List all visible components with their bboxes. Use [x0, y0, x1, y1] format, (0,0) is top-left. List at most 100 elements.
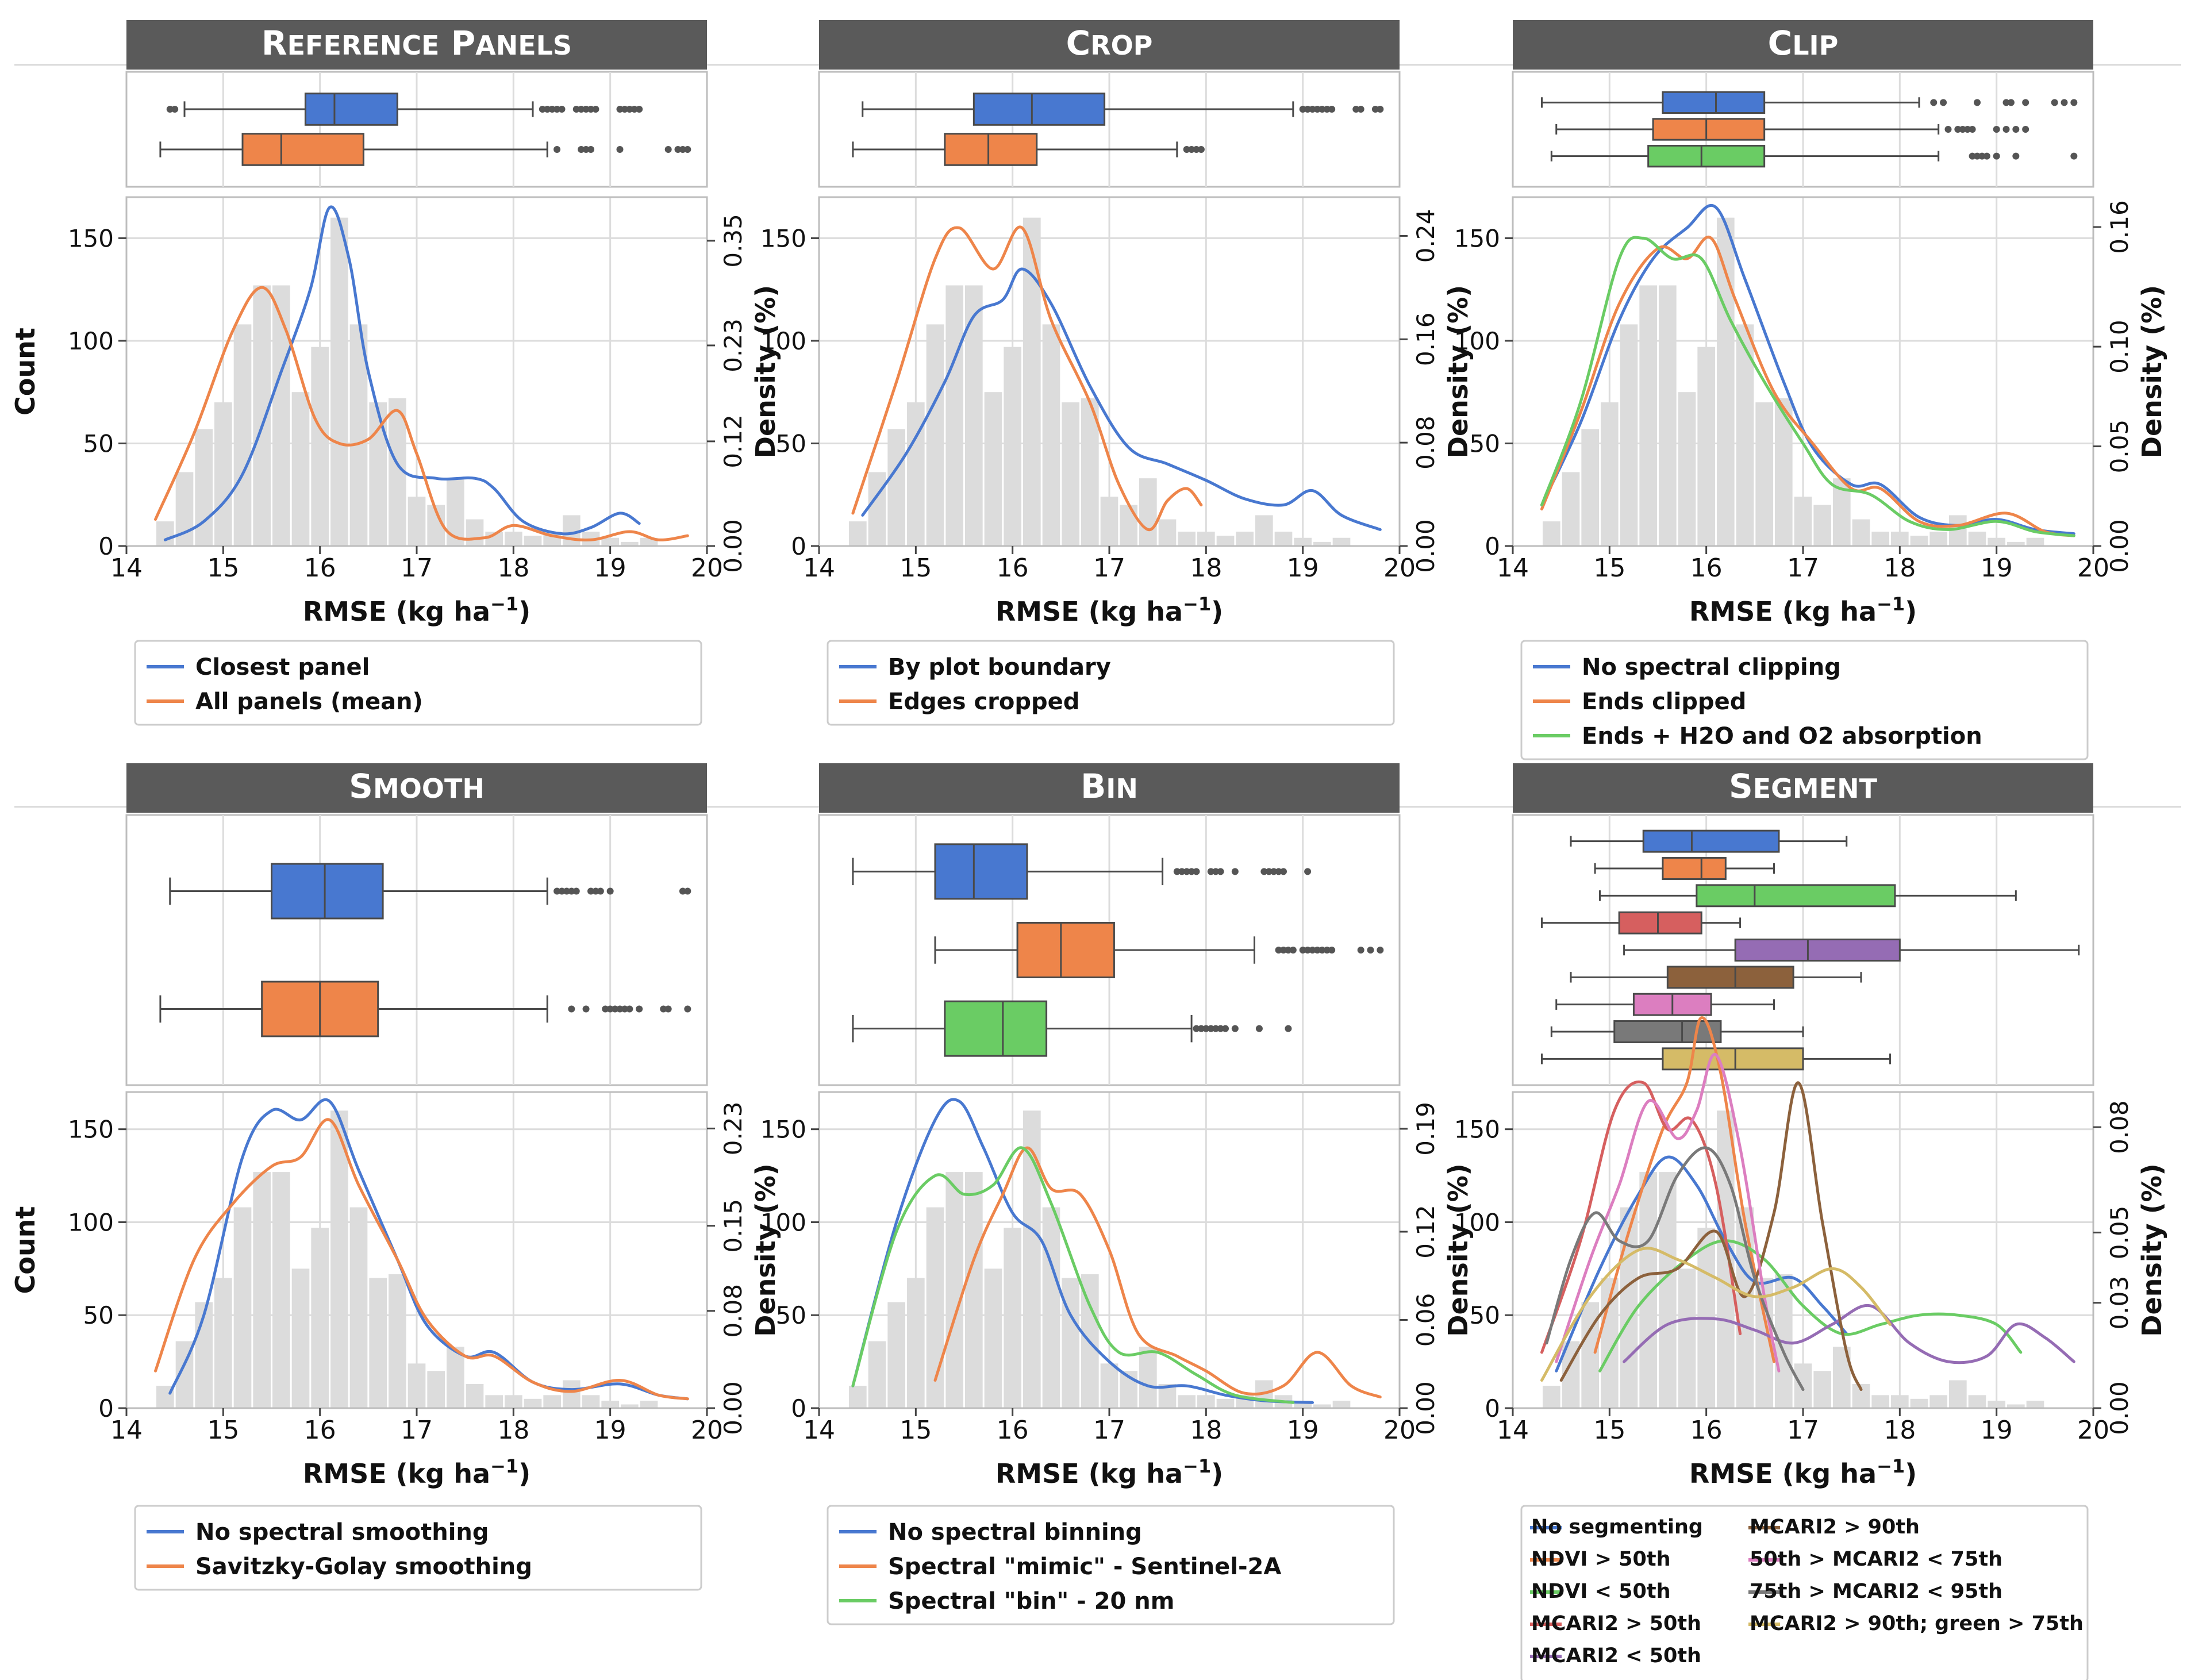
- histogram-bar: [1794, 497, 1812, 546]
- histogram-bar: [466, 1383, 484, 1408]
- chart-panel: REFERENCE PANELS 0 50 100 150 0.00 0.12 0.23 0.3…: [10, 20, 781, 726]
- histogram-bar: [1736, 324, 1754, 546]
- box-iqr: [1642, 829, 1780, 853]
- x-tick-label: 18: [497, 1416, 529, 1445]
- panel-title: CROP: [1066, 24, 1153, 63]
- panel-header: [1513, 20, 2093, 70]
- box-outlier: [1217, 1025, 1224, 1032]
- legend-label: NDVI > 50th: [1531, 1548, 1671, 1571]
- box-outlier: [553, 887, 561, 895]
- x-tick-label: 16: [997, 553, 1029, 583]
- density-tick-label: 0.05: [2105, 1206, 2134, 1260]
- histogram-bar: [349, 324, 368, 546]
- histogram-bar: [1023, 1110, 1041, 1408]
- count-tick-label: 50: [1470, 429, 1500, 458]
- box-outlier: [1285, 1025, 1292, 1032]
- box-iqr: [944, 133, 1038, 166]
- box-outlier: [1183, 868, 1190, 875]
- x-tick-label: 19: [1981, 1416, 2013, 1445]
- box-outlier: [1974, 99, 1981, 106]
- x-tick-label: 17: [1787, 1416, 1819, 1445]
- x-axis-label-main: RMSE (kg ha: [995, 596, 1183, 627]
- box-outlier: [606, 887, 614, 895]
- histogram-area: 0 50 100 150 0.00 0.05 0.10 0.16 14 15 16 17 18 19 20 R…: [1454, 196, 2167, 627]
- histogram-bar: [945, 285, 963, 546]
- count-tick-label: 50: [83, 1301, 114, 1329]
- histogram-bar: [1601, 402, 1619, 546]
- density-tick-label: 0.00: [719, 1381, 747, 1435]
- box-iqr: [304, 93, 398, 126]
- box-outlier: [548, 106, 556, 113]
- boxplot-mcari2-50th: [1541, 911, 1742, 935]
- histogram-bar: [1988, 537, 2005, 546]
- box-outlier: [679, 887, 686, 895]
- panel-title-rest: EGMENT: [1753, 773, 1878, 804]
- histogram-bar: [233, 1207, 252, 1408]
- histogram-bar: [1891, 1395, 1909, 1408]
- box-outlier: [606, 1005, 614, 1013]
- histogram-bar: [2026, 1401, 2044, 1408]
- density-tick-label: 0.00: [2105, 1381, 2134, 1435]
- panel-title: BIN: [1081, 767, 1138, 806]
- box-outlier: [1323, 106, 1331, 113]
- histogram-bar: [408, 1363, 426, 1408]
- box-outlier: [1197, 146, 1205, 153]
- box-outlier: [602, 1005, 609, 1013]
- chart-panel: CLIP 0 50 100 150 0.00 0.05 0.10 0.16 14 15 16 17 18 1…: [1454, 20, 2167, 760]
- box-outlier: [1352, 106, 1360, 113]
- x-axis-label: RMSE (kg ha−1): [303, 593, 531, 627]
- density-tick-label: 0.00: [1412, 1381, 1440, 1435]
- histogram-bar: [1562, 472, 1580, 546]
- x-axis-label-sup: −1: [490, 593, 518, 615]
- legend-label: No spectral smoothing: [195, 1519, 489, 1546]
- kde-line-by-plot-boundary: [861, 267, 1382, 531]
- histogram-bar: [1775, 398, 1793, 546]
- kde-line-ends-clipped: [1540, 235, 2075, 537]
- box-outlier: [1188, 868, 1196, 875]
- histogram-bar: [887, 1302, 905, 1408]
- histogram-bar: [524, 536, 542, 546]
- histogram-bar: [926, 324, 944, 546]
- panel-header: [819, 20, 1400, 70]
- box-outlier: [1993, 152, 2000, 160]
- panel-title: CLIP: [1768, 24, 1839, 63]
- chart-panel: SMOOTH 0 50 100 150 0.00 0.08 0.15 0.23 14 15 16 17 1…: [10, 763, 781, 1591]
- x-axis-label-end: ): [518, 596, 531, 627]
- boxplot-ndvi-50th: [1594, 857, 1775, 880]
- count-tick-label: 0: [1485, 532, 1500, 560]
- legend-label: MCARI2 > 50th: [1531, 1612, 1701, 1635]
- panel-title-initial: S: [1729, 767, 1753, 806]
- box-iqr: [1016, 922, 1115, 978]
- x-axis-label: RMSE (kg ha−1): [995, 1455, 1223, 1489]
- box-iqr: [271, 863, 384, 920]
- box-outlier: [544, 106, 551, 113]
- histogram-bar: [868, 472, 886, 546]
- histogram-bar: [1794, 1363, 1812, 1408]
- x-tick-label: 17: [401, 553, 433, 583]
- box-outlier: [2022, 99, 2029, 106]
- x-tick-label: 17: [1787, 553, 1819, 583]
- box-outlier: [539, 106, 546, 113]
- histogram-bar: [1313, 1404, 1331, 1408]
- histogram-bar: [984, 392, 1002, 546]
- box-outlier: [1207, 1025, 1214, 1032]
- histogram-bar: [1910, 536, 1928, 546]
- x-axis-label-main: RMSE (kg ha: [1689, 596, 1877, 627]
- x-tick-label: 18: [1190, 1416, 1222, 1445]
- box-outlier: [660, 1005, 667, 1013]
- histogram-area: 0 50 100 150 0.00 0.12 0.23 0.35 14 15 16 17 18 19 20 R…: [10, 196, 781, 627]
- count-tick-label: 100: [760, 1208, 806, 1236]
- histogram-bar: [272, 285, 290, 546]
- box-outlier: [572, 106, 580, 113]
- x-tick-label: 14: [803, 1416, 835, 1445]
- legend-label: MCARI2 > 90th: [1750, 1516, 1920, 1539]
- box-outlier: [612, 1005, 619, 1013]
- kde-line-closest-panel: [163, 205, 641, 541]
- density-tick-label: 0.19: [1412, 1102, 1440, 1156]
- panel-title-initial: C: [1066, 24, 1091, 63]
- box-outlier: [1357, 106, 1364, 113]
- boxplot-75th-mcari2-95th: [1550, 1020, 1804, 1043]
- density-tick-label: 0.05: [2105, 420, 2134, 474]
- count-tick-label: 50: [1470, 1301, 1500, 1329]
- x-axis-label-end: ): [518, 1458, 531, 1489]
